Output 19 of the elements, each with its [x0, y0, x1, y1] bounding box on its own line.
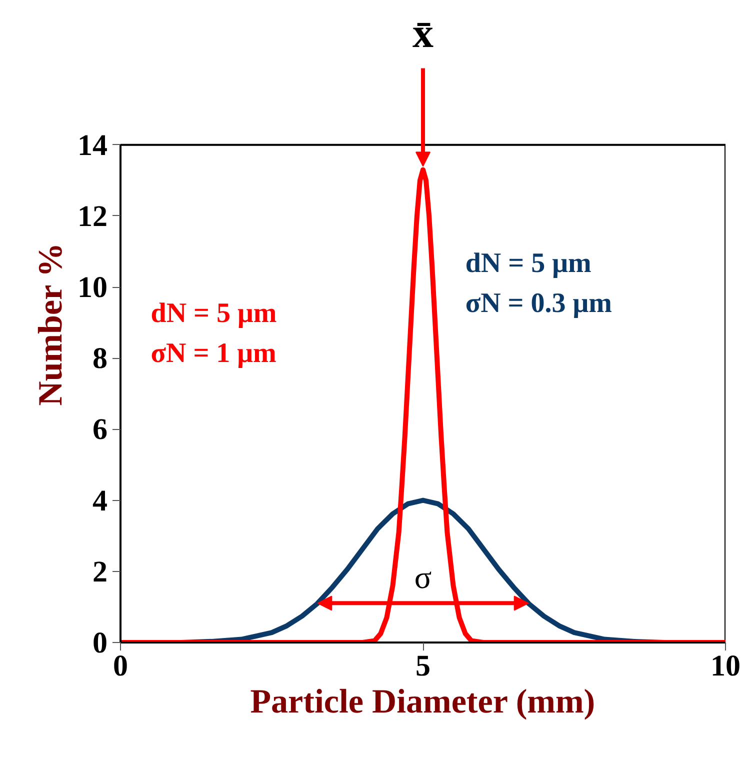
y-tick-label: 8	[92, 342, 108, 376]
annotation: x̄	[412, 11, 434, 58]
annotation: dN = 5 μm	[465, 248, 592, 280]
y-tick-label: 6	[92, 413, 108, 446]
y-tick-label: 0	[92, 626, 108, 660]
annotation: σN = 0.3 μm	[465, 288, 612, 320]
y-tick-label: 12	[78, 200, 108, 233]
x-axis-title: Particle Diameter (mm)	[250, 684, 596, 720]
annotation: dN = 5 μm	[150, 298, 277, 329]
y-axis-title: Number %	[32, 242, 70, 406]
y-tick-label: 4	[92, 484, 108, 518]
y-tick-label: 10	[78, 271, 108, 304]
y-tick-label: 14	[78, 128, 108, 162]
annotation: σ	[414, 559, 432, 596]
x-tick-label: 0	[113, 650, 128, 682]
y-tick-label: 2	[92, 555, 108, 588]
annotation: σN = 1 μm	[150, 338, 276, 369]
x-tick-label: 5	[416, 650, 430, 682]
x-tick-label: 10	[710, 650, 740, 682]
